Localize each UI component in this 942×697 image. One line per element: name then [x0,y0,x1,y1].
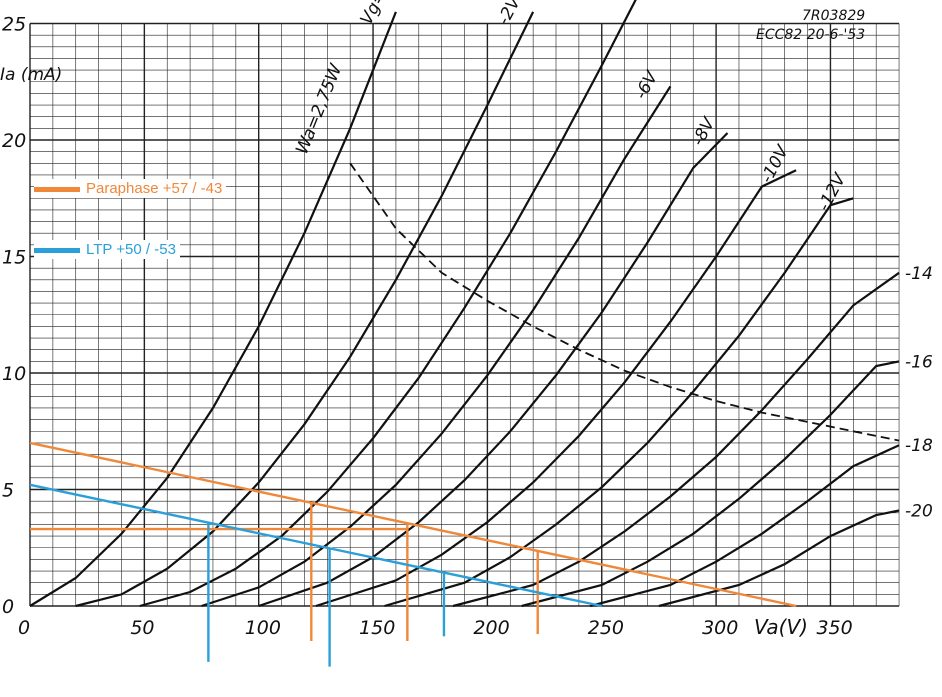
curve-label: -6V [631,67,663,103]
legend-label: Paraphase +57 / -43 [86,180,223,197]
x-axis-label: Va(V) [754,615,808,639]
curve-label: -14 [905,264,933,284]
legend-label: LTP +50 / -53 [86,241,176,258]
curve-label: -10V [757,141,794,186]
chart-labels: 7R03829 ECC82 20-6-'53 Va(V) Ia (mA) 0 50… [0,0,933,639]
y-tick-label: 0 [2,596,14,618]
grid-curve [590,444,900,608]
curve-label: -12V [814,169,851,214]
x-tick-label: 50 [130,617,154,639]
chart-code: 7R03829 [802,8,865,24]
grid-curve [139,0,637,608]
x-tick-label: 300 [702,617,738,639]
legend-item-ltp: LTP +50 / -53 [34,240,180,259]
grid-curve [201,85,672,608]
curve-label: -20 [905,501,933,521]
load-line-ltp [29,483,602,608]
legend-swatch [34,186,80,192]
y-tick-label: 5 [2,480,14,502]
grid-curve [315,169,797,608]
grid-curve [258,132,729,608]
grid-curve [521,360,900,608]
x-tick-label: 350 [816,617,852,639]
grid-curve [658,509,900,608]
x-tick-label: 200 [473,617,509,639]
legend-item-paraphase: Paraphase +57 / -43 [34,179,227,198]
y-tick-label: 10 [2,363,26,385]
grid-curve [29,11,397,607]
grid-curve [384,197,854,608]
curve-label: -18 [905,436,933,456]
grid-curve [452,271,900,608]
grid-voltage-curves [29,0,900,608]
chart-grid [29,22,900,607]
x-tick-label: 100 [245,617,281,639]
chart-title: ECC82 20-6-'53 [756,27,865,43]
load-line-paraphase [29,441,797,608]
x-tick-label: 250 [588,617,624,639]
grid-curve [75,11,535,608]
y-axis-label: Ia (mA) [0,65,62,85]
y-tick-label: 25 [2,14,26,36]
x-tick-label: 150 [359,617,395,639]
legend-swatch [34,247,80,253]
power-limit-curve [349,162,900,442]
y-tick-label: 15 [2,247,26,269]
power-limit-label: Wa=2,75W [292,60,347,157]
curve-label: -16 [905,352,933,372]
y-tick-label: 20 [2,130,26,152]
load-lines [29,441,797,667]
x-tick-label: 0 [18,617,30,639]
